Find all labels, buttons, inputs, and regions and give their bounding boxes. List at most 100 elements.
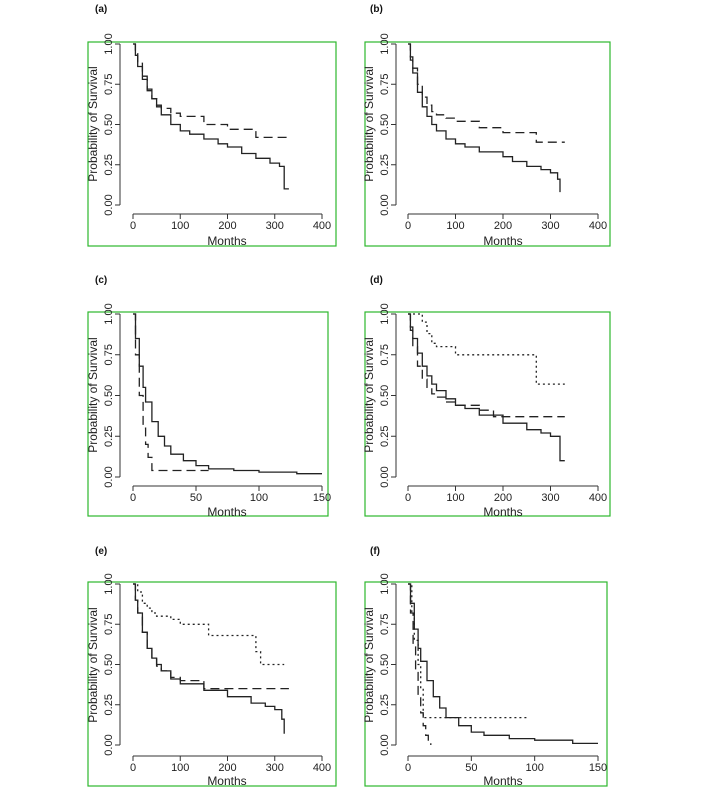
- panel-d-y-tick-label: 1.00: [379, 303, 391, 324]
- panel-f-series-dashed: [408, 583, 432, 745]
- panel-b-y-tick-label: 0.50: [379, 114, 391, 135]
- panel-f-y-tick-label: 0.25: [379, 694, 391, 715]
- panel-a-y-axis-title: Probability of Survival: [86, 66, 100, 181]
- panel-f-x-tick-label: 50: [465, 762, 477, 774]
- panel-b: (b) 0 100 200 300 400 0.00 0.25 0.50 0.75 1.00 M…: [362, 4, 611, 248]
- panel-e-series-solid: [133, 583, 285, 734]
- panel-e-y-tick-label: 0.75: [103, 614, 115, 635]
- panel-e-y-tick-label: 0.00: [103, 734, 115, 755]
- panel-c-y-ticks: 0.00 0.25 0.50 0.75 1.00: [103, 303, 120, 488]
- panel-b-x-tick-label: 100: [446, 220, 464, 232]
- panel-c-y-axis-title: Probability of Survival: [86, 337, 100, 452]
- panel-f-y-axis-title: Probability of Survival: [362, 607, 376, 722]
- panel-b-series-dashed: [408, 43, 565, 143]
- panel-e-y-axis-title: Probability of Survival: [86, 607, 100, 722]
- panel-c-y-tick-label: 0.50: [103, 385, 115, 406]
- panel-e-y-ticks: 0.00 0.25 0.50 0.75 1.00: [103, 573, 120, 756]
- panel-b-y-tick-label: 0.75: [379, 74, 391, 95]
- panel-a-label: (a): [95, 4, 107, 15]
- panel-e-y-tick-label: 1.00: [103, 573, 115, 594]
- panel-a-y-tick-label: 0.25: [103, 154, 115, 175]
- panel-e-y-tick-label: 0.25: [103, 694, 115, 715]
- panel-d-y-ticks: 0.00 0.25 0.50 0.75 1.00: [379, 303, 396, 488]
- panel-a-x-tick-label: 100: [171, 220, 189, 232]
- panel-a-plot: [133, 43, 289, 190]
- panel-c-y-tick-label: 0.00: [103, 466, 115, 487]
- panel-c-y-tick-label: 1.00: [103, 303, 115, 324]
- panel-e-frame: [87, 581, 337, 787]
- panel-e-series-dashed: [133, 583, 289, 690]
- panel-e-x-tick-label: 200: [218, 762, 236, 774]
- panel-d-y-tick-label: 0.75: [379, 344, 391, 365]
- panel-f-y-tick-label: 1.00: [379, 573, 391, 594]
- panel-b-plot: [408, 43, 565, 193]
- panel-a-frame: [87, 41, 337, 247]
- panel-c-x-tick-label: 50: [190, 492, 202, 504]
- panel-d-series-dotted: [408, 313, 565, 385]
- panel-b-series-solid: [408, 43, 561, 193]
- panel-e-x-axis-title: Months: [207, 774, 246, 788]
- panel-a-x-tick-label: 200: [218, 220, 236, 232]
- panel-f-y-ticks: 0.00 0.25 0.50 0.75 1.00: [379, 573, 396, 756]
- panel-c-series-dashed: [133, 313, 209, 472]
- panel-c-label: (c): [95, 275, 107, 286]
- panel-a-x-axis-title: Months: [207, 234, 246, 248]
- panel-c-x-tick-label: 0: [130, 492, 136, 504]
- panel-d-y-tick-label: 0.50: [379, 385, 391, 406]
- panel-d-series-solid: [408, 313, 565, 462]
- panel-d-x-tick-label: 400: [589, 492, 607, 504]
- panel-f-label: (f): [370, 546, 380, 557]
- panel-b-x-tick-label: 400: [589, 220, 607, 232]
- panel-d-x-axis-title: Months: [483, 505, 522, 519]
- panel-d-x-ticks: 0 100 200 300 400: [405, 486, 607, 504]
- panel-c-x-axis-title: Months: [207, 505, 246, 519]
- panel-b-y-axis-title: Probability of Survival: [362, 66, 376, 181]
- panel-c-x-tick-label: 100: [250, 492, 268, 504]
- panel-a-x-tick-label: 0: [130, 220, 136, 232]
- panel-b-x-ticks: 0 100 200 300 400: [405, 214, 607, 232]
- panel-f-series-dotted: [408, 583, 529, 719]
- panel-d-plot: [408, 313, 565, 462]
- panel-d-y-axis-title: Probability of Survival: [362, 337, 376, 452]
- panel-a-x-tick-label: 300: [266, 220, 284, 232]
- panel-a-series-dashed: [133, 43, 289, 139]
- panel-f-y-tick-label: 0.75: [379, 614, 391, 635]
- panel-e-series-dotted: [133, 583, 285, 666]
- panel-d-y-tick-label: 0.25: [379, 426, 391, 447]
- panel-e-axes: 0 100 200 300 400 0.00 0.25 0.50 0.75 1.00 Month…: [86, 573, 331, 788]
- panel-e-y-tick-label: 0.50: [103, 654, 115, 675]
- panel-a-axes: 0 100 200 300 400 0.00 0.25 0.50 0.75 1.00 Month…: [86, 33, 331, 248]
- panel-f-x-tick-label: 150: [589, 762, 607, 774]
- panel-f-y-tick-label: 0.50: [379, 654, 391, 675]
- panel-a-x-tick-label: 400: [313, 220, 331, 232]
- panel-c-y-tick-label: 0.75: [103, 344, 115, 365]
- panel-b-y-tick-label: 0.00: [379, 194, 391, 215]
- panel-a-series-solid: [133, 43, 289, 190]
- panel-f-plot: [408, 583, 598, 745]
- panel-b-x-tick-label: 0: [405, 220, 411, 232]
- panel-f: (f) 0 50 100 150 0.00 0.25 0.50 0.75 1.00 Month…: [362, 546, 608, 788]
- panel-e-x-ticks: 0 100 200 300 400: [130, 756, 331, 774]
- panel-b-y-tick-label: 0.25: [379, 154, 391, 175]
- panel-b-label: (b): [370, 4, 383, 15]
- panel-d-frame: [364, 311, 611, 517]
- panel-a: (a) 0 100 200 300 400 0.00 0.25 0.50 0.75 1.00 M…: [86, 4, 337, 248]
- panel-e: (e) 0 100 200 300 400 0.00 0.25 0.50 0.75 1.00 M…: [86, 546, 337, 788]
- panel-e-x-tick-label: 400: [313, 762, 331, 774]
- panel-d-x-tick-label: 0: [405, 492, 411, 504]
- panel-b-frame: [364, 41, 611, 247]
- panel-a-y-tick-label: 0.00: [103, 194, 115, 215]
- panel-f-x-tick-label: 0: [405, 762, 411, 774]
- panel-d: (d) 0 100 200 300 400 0.00 0.25 0.50 0.75 1.00 M…: [362, 275, 611, 519]
- panel-e-label: (e): [95, 546, 107, 557]
- panel-e-x-tick-label: 100: [171, 762, 189, 774]
- panel-a-y-tick-label: 0.75: [103, 74, 115, 95]
- panel-b-x-tick-label: 200: [494, 220, 512, 232]
- panel-c-x-ticks: 0 50 100 150: [130, 486, 331, 504]
- panel-a-x-ticks: 0 100 200 300 400: [130, 214, 331, 232]
- panel-d-x-tick-label: 200: [494, 492, 512, 504]
- panel-e-x-tick-label: 0: [130, 762, 136, 774]
- panel-f-series-solid: [408, 583, 598, 745]
- panel-e-x-tick-label: 300: [266, 762, 284, 774]
